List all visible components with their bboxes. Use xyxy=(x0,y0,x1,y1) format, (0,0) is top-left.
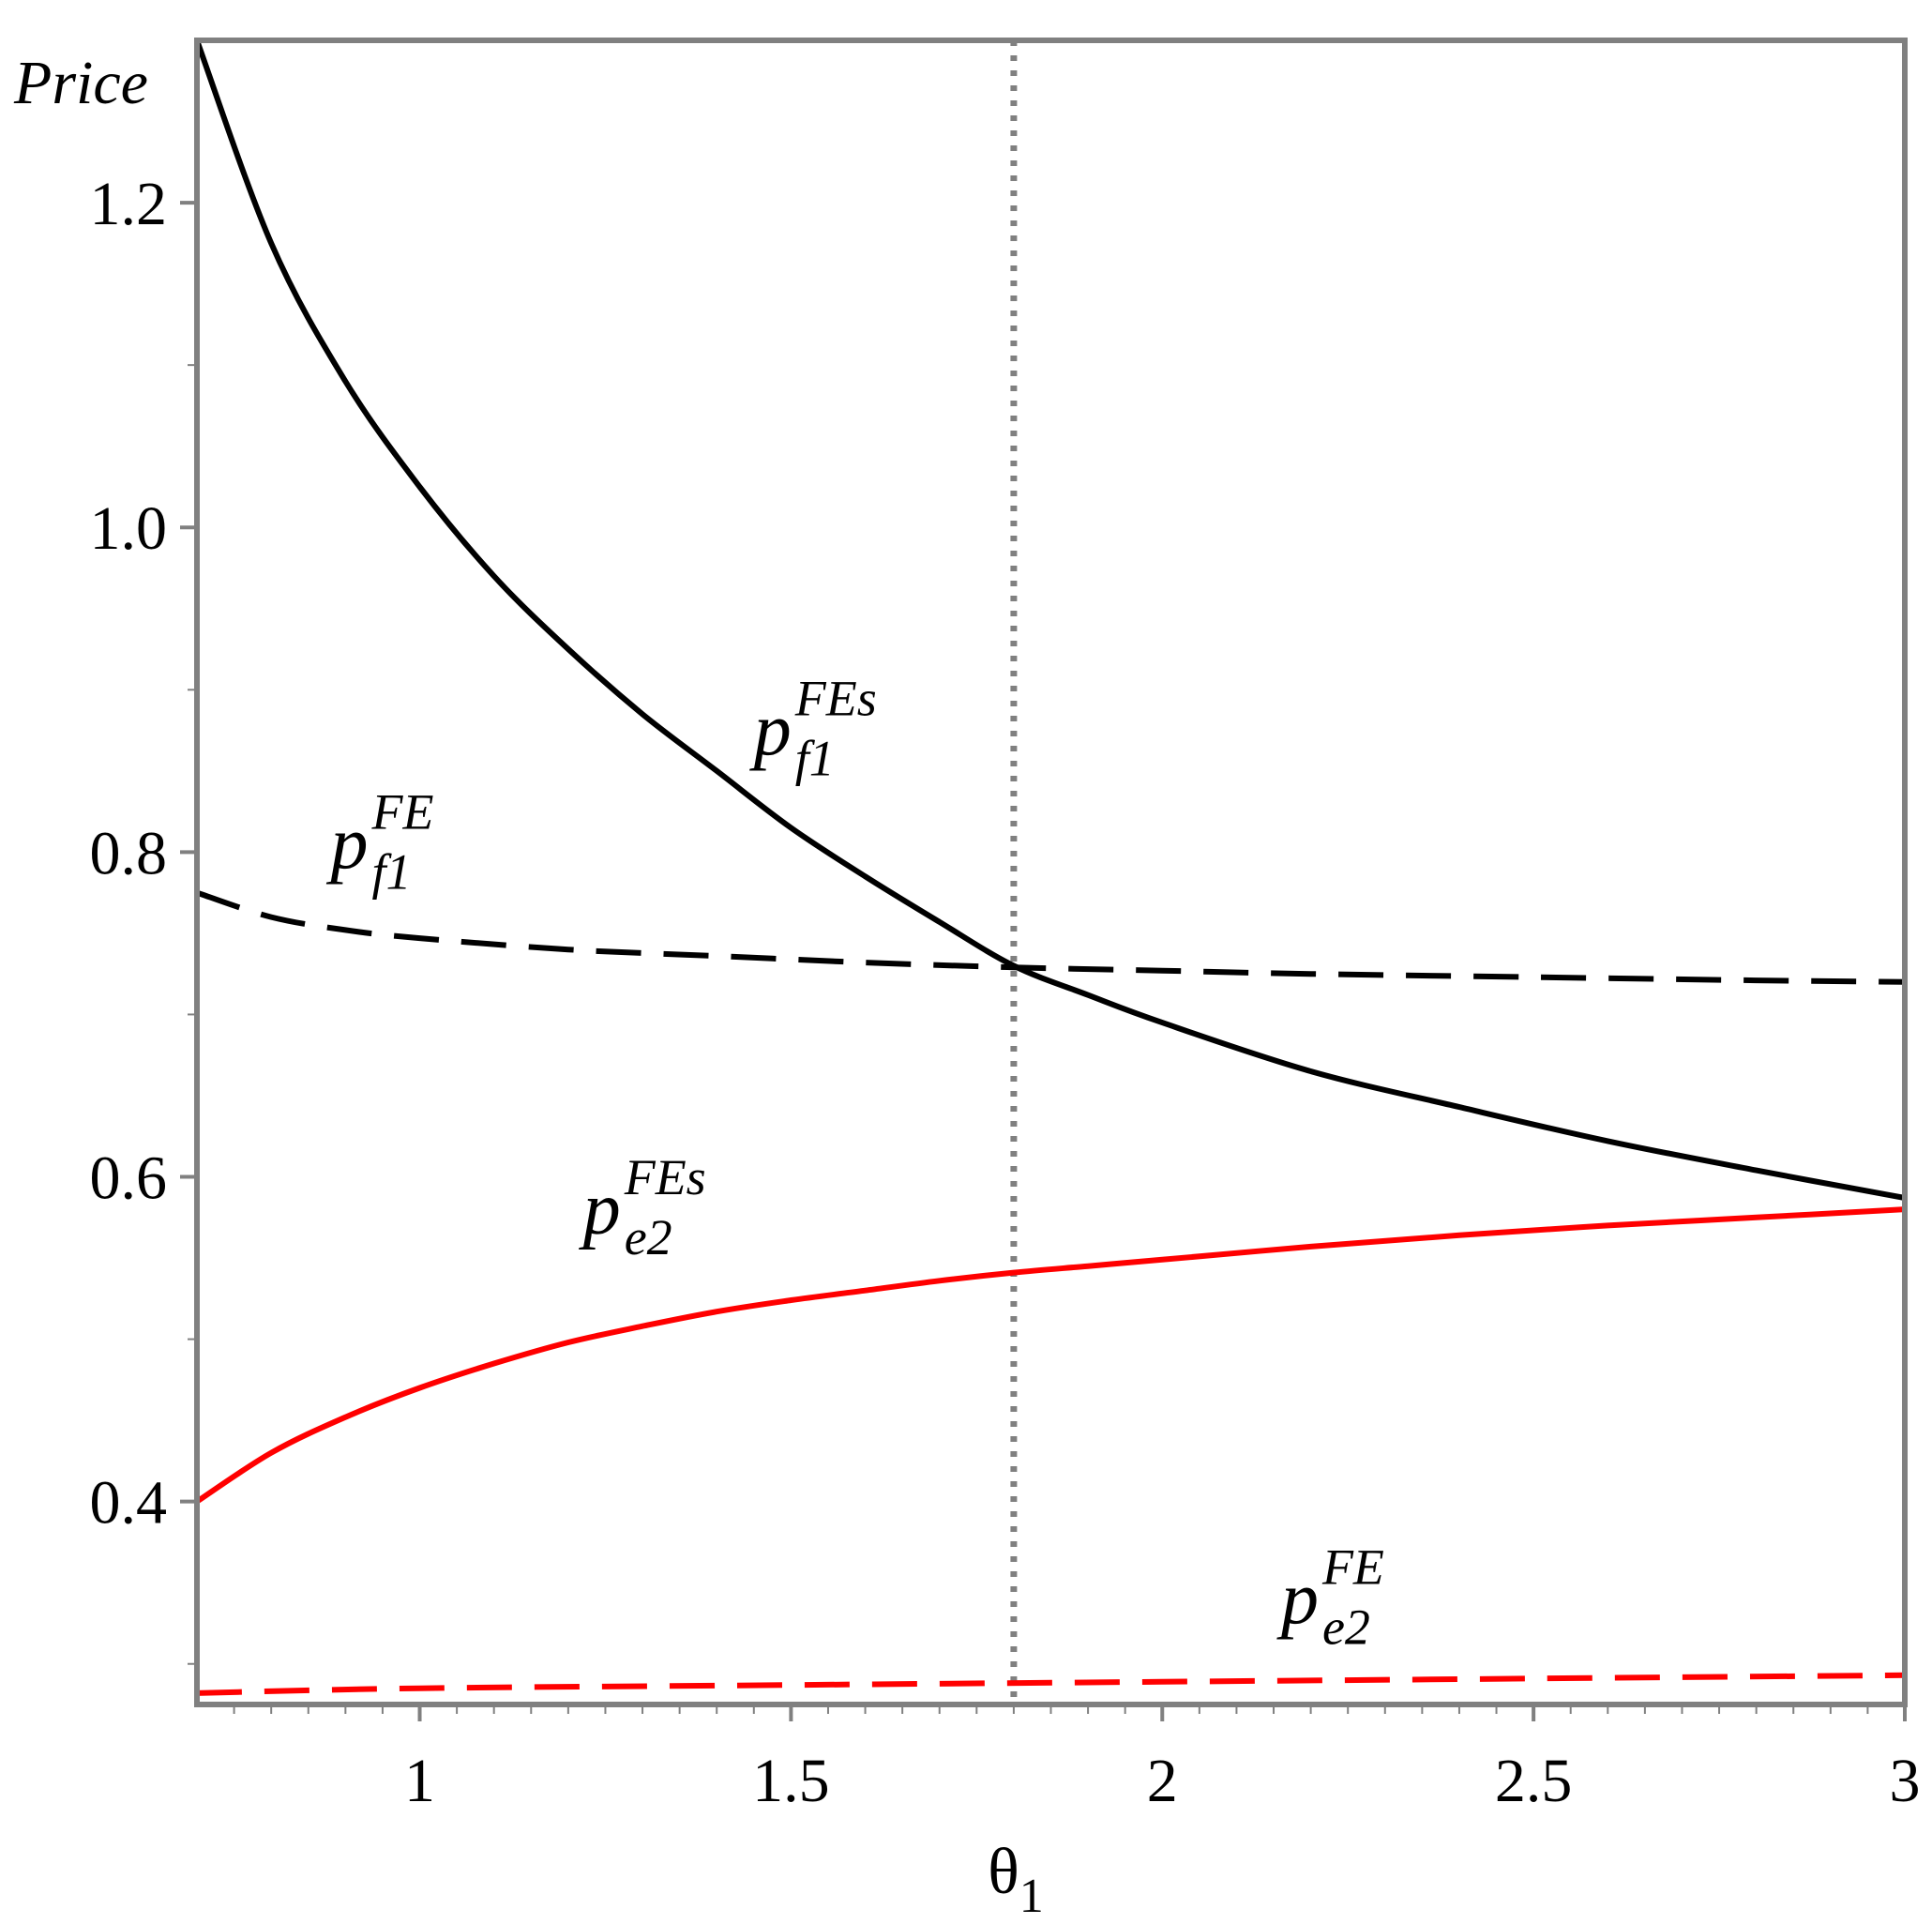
tick-label-layer: 1 1.5 2 2.5 3 0.4 0.6 0.8 1.0 1.2 xyxy=(90,170,1921,1815)
y-tick-label: 0.6 xyxy=(90,1144,168,1213)
series-line-pe2_FE xyxy=(196,1672,1906,1696)
x-tick-label: 2.5 xyxy=(1495,1747,1573,1815)
annotation-subscript: e2 xyxy=(1322,1598,1370,1655)
plot-area xyxy=(197,40,1905,1704)
y-tick-label: 0.4 xyxy=(90,1469,168,1538)
annotation-subscript: f1 xyxy=(795,731,835,787)
annotation-subscript: e2 xyxy=(625,1209,672,1265)
annotation-superscript: FEs xyxy=(624,1149,706,1205)
annotation-superscript: FE xyxy=(371,784,434,841)
x-axis-label-main: θ xyxy=(988,1836,1019,1908)
x-axis-label: θ1 xyxy=(988,1836,1044,1923)
annotation-superscript: FEs xyxy=(794,671,877,727)
series-line-pe2_FEs xyxy=(195,1206,1906,1505)
y-tick-label: 0.8 xyxy=(90,819,168,887)
y-tick-label: 1.0 xyxy=(90,494,168,563)
y-axis-label: Price xyxy=(13,49,148,117)
y-tick-label: 1.2 xyxy=(90,170,168,238)
series-line-pf1_FE xyxy=(196,889,1906,985)
series-line-pf1_FEs xyxy=(194,38,1906,1201)
tick-layer xyxy=(180,201,1907,1721)
x-tick-label: 3 xyxy=(1890,1747,1921,1815)
x-tick-label: 1.5 xyxy=(752,1747,830,1815)
annotation-main: p xyxy=(326,803,369,886)
annotation-superscript: FE xyxy=(1321,1538,1384,1595)
x-tick-label: 1 xyxy=(404,1747,435,1815)
series-layer xyxy=(194,38,1906,1696)
annotation-main: p xyxy=(579,1168,621,1250)
annotation-main: p xyxy=(749,689,792,772)
annotation-subscript: f1 xyxy=(372,844,412,901)
x-tick-label: 2 xyxy=(1147,1747,1178,1815)
annotation-main: p xyxy=(1276,1557,1319,1640)
x-axis-label-subscript: 1 xyxy=(1019,1870,1044,1923)
